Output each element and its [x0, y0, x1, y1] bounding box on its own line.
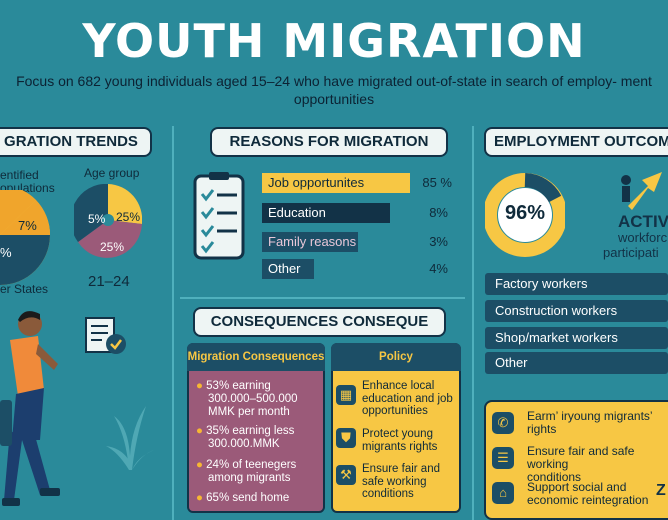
reason-bar-family: Family reasons: [262, 232, 358, 252]
plant-decoration-icon: [106, 406, 154, 470]
page-subtitle: Focus on 682 young individuals aged 15–2…: [16, 73, 652, 107]
employment-item: Other: [485, 352, 668, 374]
building-icon: ▦: [336, 385, 356, 405]
employment-donut: [485, 173, 565, 257]
employment-item: Construction workers: [485, 300, 668, 322]
reason-bar-jobs: Job opportunites: [262, 173, 410, 193]
reason-pct: 8%: [429, 205, 448, 220]
pie-pct: 7%: [18, 218, 37, 233]
megaphone-icon: ✆: [492, 412, 514, 434]
recommendation-item: Support social and economic reintegration: [527, 480, 649, 507]
migrant-person-illustration: [0, 311, 60, 506]
community-icon: ⌂: [492, 482, 514, 504]
column-divider: [172, 126, 174, 520]
pie-label: entified: [0, 168, 39, 182]
growth-arrow-icon: [621, 172, 662, 210]
document-icon: ☰: [492, 447, 514, 469]
age-group-donut: [74, 184, 142, 258]
reasons-heading: REASONS FOR MIGRATION: [210, 127, 448, 157]
recommendations-panel: [484, 400, 668, 520]
policy-col-title: Policy recommendations: [331, 343, 461, 391]
consequence-item: ● 53% earning 300.000–500.000 MMK per mo…: [196, 380, 298, 418]
age-pct: 25%: [116, 210, 141, 224]
consequences-col-title: Migration Consequences: [187, 343, 325, 371]
recommendation-item: Ensure fair and safe working conditions: [527, 444, 635, 484]
pie-bottom-label: er States: [0, 282, 49, 296]
policy-item: Enhance local education and job opportun…: [362, 380, 453, 417]
employment-item: Factory workers: [485, 273, 668, 295]
reason-pct: 4%: [429, 261, 448, 276]
shield-icon: ⛊: [336, 428, 356, 448]
age-range: 21–24: [88, 273, 130, 290]
employment-heading: EMPLOYMENT OUTCOM: [484, 127, 668, 157]
reason-bar-other: Other: [262, 259, 314, 279]
worker-icon: ⚒: [336, 465, 356, 485]
column-divider: [472, 126, 474, 520]
reason-bar-education: Education: [262, 203, 390, 223]
trends-heading: GRATION TRENDS: [0, 127, 152, 157]
employment-donut-value: 96%: [504, 202, 546, 224]
recommendation-item: Earm’ iryoung migrants’ rights: [527, 409, 653, 436]
reason-pct: 3%: [429, 234, 448, 249]
page-title: YOUTH MIGRATION: [82, 14, 586, 68]
active-label: ACTIV: [618, 212, 668, 231]
pie-pct: %: [0, 245, 12, 260]
reason-pct: 85 %: [422, 175, 452, 190]
employment-item: Shop/market workers: [485, 327, 668, 349]
age-pct: 25%: [100, 240, 125, 254]
checklist-icon: [193, 172, 245, 260]
active-label: workforc: [618, 230, 668, 245]
consequence-item: ● 24% of teenegers among migrants: [196, 459, 297, 484]
age-pct: 5%: [88, 212, 106, 226]
document-check-icon: [85, 317, 126, 354]
population-pie: [0, 190, 51, 285]
migration-consequences-panel: [187, 343, 325, 513]
policy-item: Ensure fair and safe working conditions: [362, 463, 440, 500]
row-divider: [180, 297, 465, 299]
age-group-label: Age group: [84, 166, 140, 180]
consequences-heading: CONSEQUENCES CONSEQUE: [193, 307, 446, 337]
consequence-item: ● 65% send home: [196, 492, 290, 504]
policy-item: Protect young migrants rights: [362, 428, 438, 453]
consequence-item: ● 35% earning less 300.000.MMK: [196, 425, 295, 450]
active-label: participati: [603, 245, 659, 260]
corner-letter: Z: [656, 482, 666, 499]
